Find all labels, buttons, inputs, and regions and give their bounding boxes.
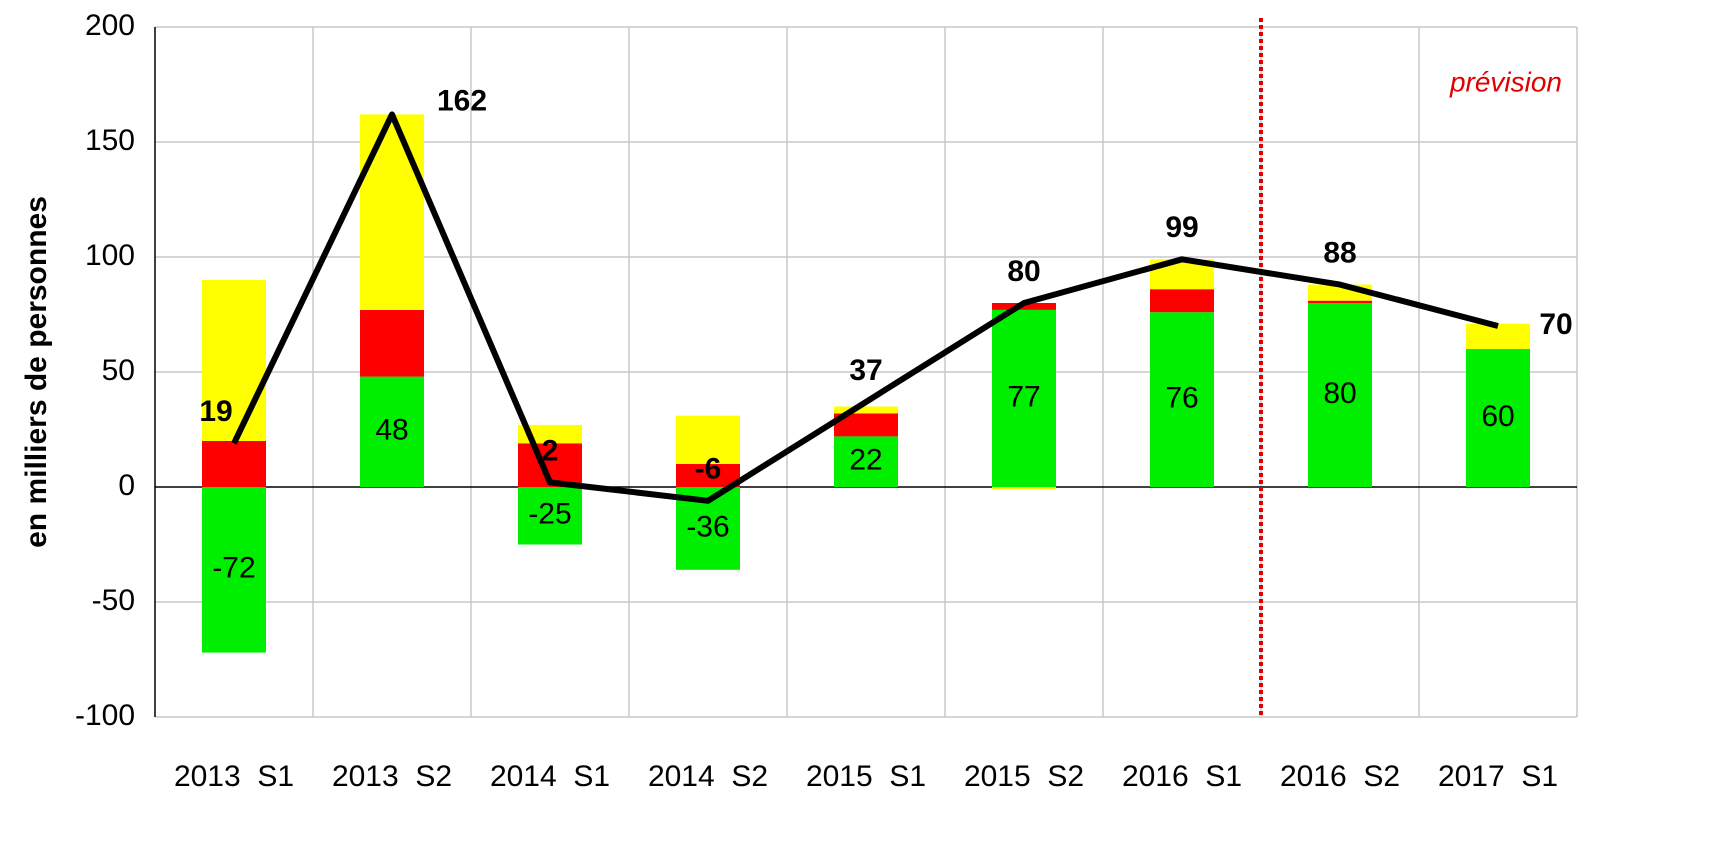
y-tick-label: 50 — [102, 354, 135, 387]
line-value-label: 2 — [542, 434, 559, 467]
value-label: 77 — [1007, 380, 1040, 413]
y-tick-label: -50 — [92, 584, 135, 617]
bar-segment — [676, 415, 740, 464]
bar-segment — [202, 280, 266, 441]
value-label: 76 — [1165, 382, 1198, 415]
x-tick-label: 2013 S2 — [332, 760, 452, 793]
bar-segment — [992, 487, 1056, 490]
bar-segment — [1308, 303, 1372, 487]
x-tick-label: 2013 S1 — [174, 760, 294, 793]
line-value-label: 80 — [1007, 255, 1040, 288]
value-label: 48 — [375, 414, 408, 447]
bar-segment — [202, 487, 266, 653]
bar-segment — [518, 487, 582, 545]
bar-segment — [1308, 300, 1372, 303]
x-tick-label: 2016 S2 — [1280, 760, 1400, 793]
bar-segment — [992, 309, 1056, 487]
value-label: -36 — [686, 510, 729, 543]
x-tick-label: 2014 S2 — [648, 760, 768, 793]
x-tick-label: 2017 S1 — [1438, 760, 1558, 793]
line-value-label: 19 — [199, 395, 232, 428]
bar-segment — [1150, 289, 1214, 313]
bar-segment — [676, 464, 740, 487]
line-value-label: 37 — [849, 354, 882, 387]
y-tick-label: 200 — [85, 9, 135, 42]
bar-segment — [1466, 349, 1530, 487]
y-tick-label: 100 — [85, 239, 135, 272]
bar-segment — [1150, 312, 1214, 487]
bar-segment — [1466, 323, 1530, 349]
x-tick-label: 2015 S2 — [964, 760, 1084, 793]
line-value-label: 70 — [1539, 308, 1572, 341]
total-line — [231, 111, 1499, 504]
y-tick-label: 150 — [85, 124, 135, 157]
y-axis-label: en milliers de personnes — [20, 196, 53, 548]
bar-segment — [202, 441, 266, 487]
value-label: 60 — [1481, 400, 1514, 433]
annotation: prévision — [1449, 66, 1562, 97]
x-tick-label: 2014 S1 — [490, 760, 610, 793]
line-value-label: 88 — [1323, 237, 1356, 270]
bar-segment — [360, 114, 424, 310]
bar-segment — [360, 309, 424, 377]
x-tick-label: 2016 S1 — [1122, 760, 1242, 793]
value-label: 80 — [1323, 377, 1356, 410]
bar-segment — [834, 406, 898, 414]
bar-segment — [360, 376, 424, 487]
y-tick-label: -100 — [75, 699, 135, 732]
line-value-label: -6 — [695, 453, 722, 486]
bar-segment — [834, 436, 898, 487]
value-label: -72 — [212, 552, 255, 585]
x-tick-label: 2015 S1 — [806, 760, 926, 793]
y-tick-label: 0 — [118, 469, 135, 502]
line-value-label: 162 — [437, 84, 487, 117]
bar-segment — [834, 413, 898, 437]
line-value-label: 99 — [1165, 211, 1198, 244]
value-label: -25 — [528, 498, 571, 531]
value-label: 22 — [849, 444, 882, 477]
